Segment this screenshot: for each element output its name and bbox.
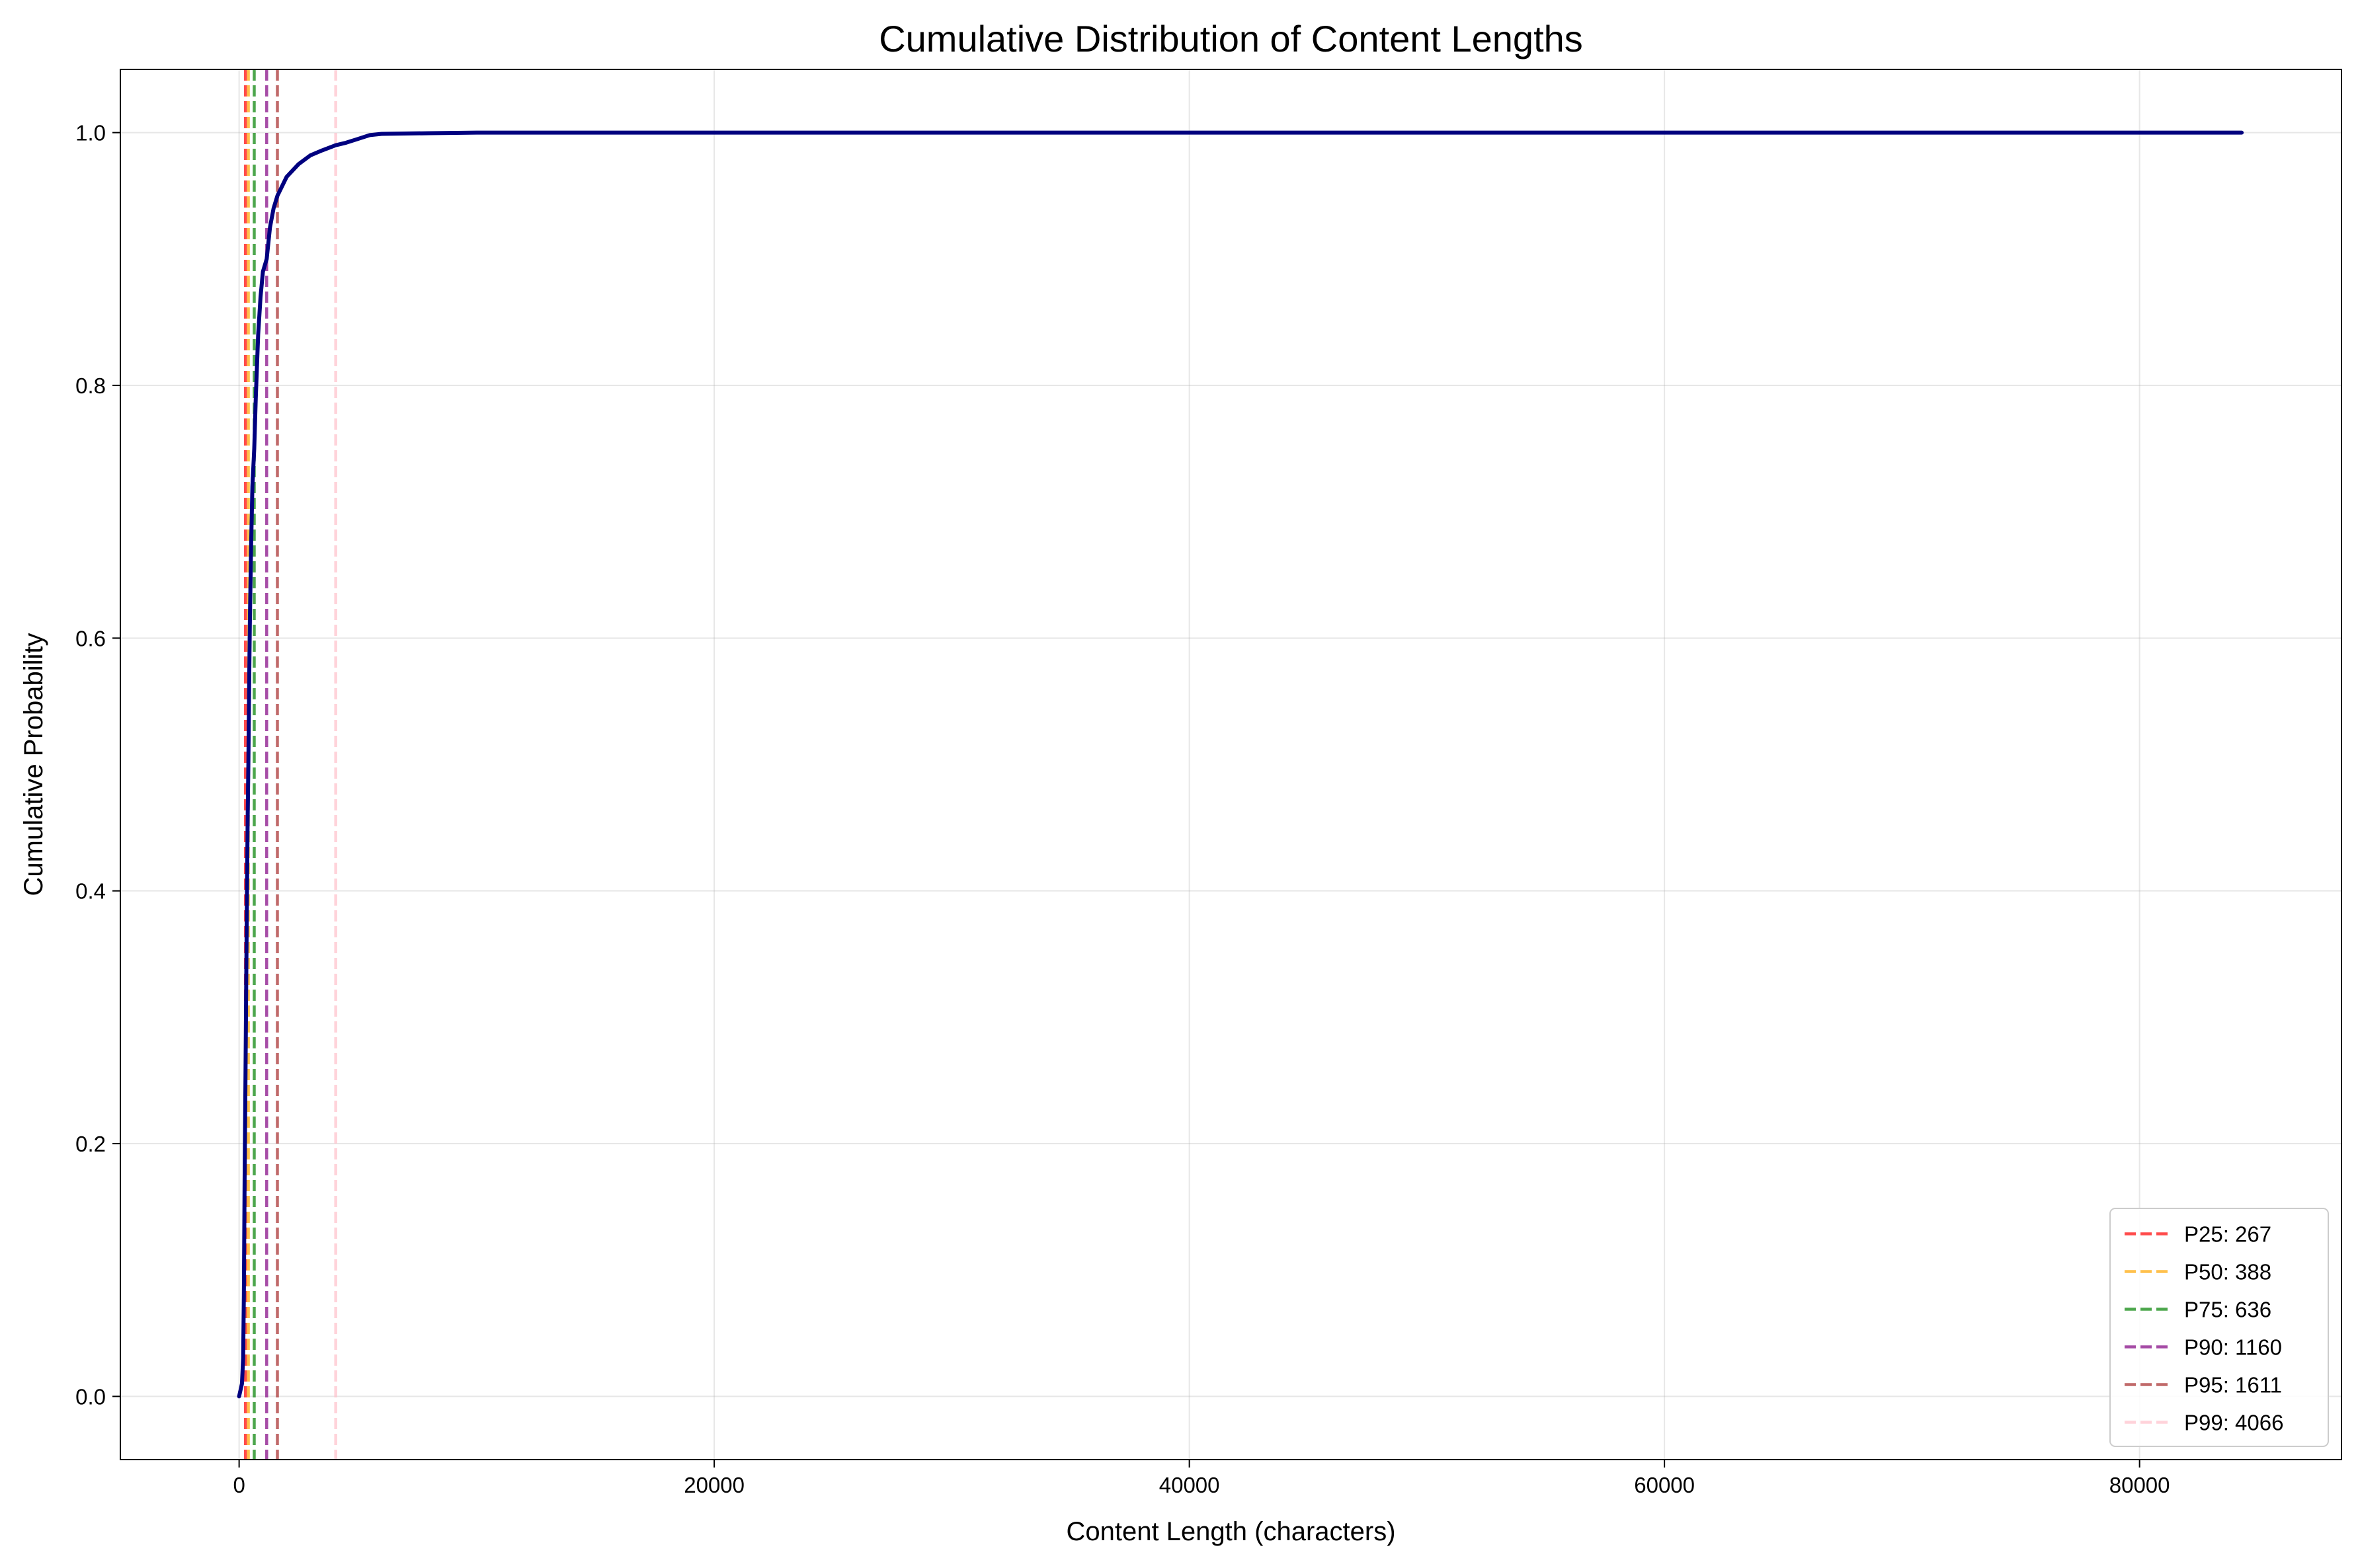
x-tick-label: 20000 <box>684 1473 745 1497</box>
y-axis-ticks: 0.0 0.2 0.4 0.6 0.8 1.0 <box>75 121 120 1409</box>
legend-entry-label: P75: 636 <box>2184 1298 2271 1322</box>
cdf-series-line <box>237 130 2244 1399</box>
legend-entry-label: P50: 388 <box>2184 1260 2271 1284</box>
y-tick-label: 0.8 <box>75 373 106 398</box>
x-axis-ticks: 0 20000 40000 60000 80000 <box>233 1460 2170 1497</box>
chart-title: Cumulative Distribution of Content Lengt… <box>879 18 1583 59</box>
y-tick-label: 0.4 <box>75 879 106 904</box>
x-axis-label: Content Length (characters) <box>1066 1517 1395 1546</box>
y-axis-label: Cumulative Probability <box>19 633 48 896</box>
x-tick-label: 0 <box>233 1473 245 1497</box>
legend-entry-label: P95: 1611 <box>2184 1373 2282 1397</box>
legend-entry-label: P90: 1160 <box>2184 1335 2282 1360</box>
legend: P25: 267 P50: 388 P75: 636 P90: 1160 P95: 16… <box>2109 1208 2329 1447</box>
plot-frame <box>120 69 2342 1460</box>
legend-box <box>2109 1208 2329 1447</box>
x-tick-label: 60000 <box>1634 1473 1695 1497</box>
legend-entry-label: P99: 4066 <box>2184 1411 2283 1435</box>
y-tick-label: 0.6 <box>75 626 106 650</box>
x-tick-label: 40000 <box>1159 1473 1220 1497</box>
y-tick-label: 0.0 <box>75 1384 106 1409</box>
plot-area <box>120 69 2341 1460</box>
x-tick-label: 80000 <box>2109 1473 2170 1497</box>
y-tick-label: 0.2 <box>75 1132 106 1156</box>
legend-entry-label: P25: 267 <box>2184 1222 2271 1247</box>
y-tick-label: 1.0 <box>75 121 106 145</box>
